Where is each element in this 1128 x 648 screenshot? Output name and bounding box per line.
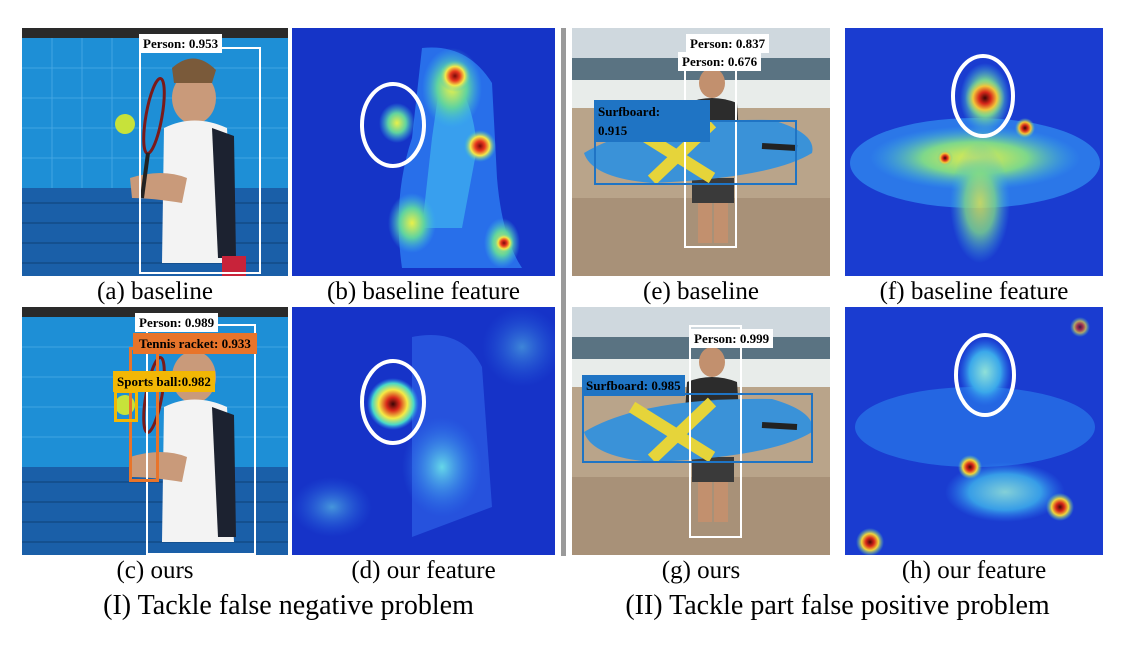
panel-f-baseline-feature-map (845, 28, 1103, 276)
panel-b-baseline-feature-map (292, 28, 555, 276)
detection-label: Person: 0.999 (690, 329, 774, 348)
heatmap-image (845, 307, 1103, 555)
section-caption-left: (I) Tackle false negative problem (103, 590, 474, 621)
heatmap-image (292, 28, 555, 276)
panel-e-baseline-image: Person: 0.837 Person: 0.676 Surfboard: 0… (572, 28, 830, 276)
detection-label: Person: 0.837 (686, 34, 770, 53)
detection-label: Person: 0.676 (678, 52, 762, 71)
sports-ball-bbox (114, 390, 138, 422)
heatmap-image (292, 307, 555, 555)
detection-label: Tennis racket: 0.933 (133, 333, 257, 354)
detection-label: Sports ball:0.982 (113, 371, 215, 392)
panel-caption-h: (h) our feature (901, 557, 1047, 584)
panel-caption-b: (b) baseline feature (327, 278, 520, 305)
detection-label: Surfboard: 0.915 (594, 100, 710, 142)
panel-c-ours-image: Person: 0.989 Tennis racket: 0.933 Sport… (22, 307, 288, 555)
panel-a-baseline-image: Person: 0.953 (22, 28, 288, 276)
detection-label: Person: 0.953 (139, 34, 223, 53)
panel-caption-f: (f) baseline feature (879, 278, 1069, 305)
panel-caption-g: (g) ours (661, 557, 741, 584)
panel-h-our-feature-map (845, 307, 1103, 555)
panel-g-ours-image: Person: 0.999 Surfboard: 0.985 (572, 307, 830, 555)
panel-caption-c: (c) ours (116, 557, 194, 584)
panel-d-our-feature-map (292, 307, 555, 555)
surfboard-bbox (582, 393, 813, 463)
panel-caption-d: (d) our feature (351, 557, 496, 584)
person-bbox (689, 325, 742, 538)
heatmap-image (845, 28, 1103, 276)
detection-label: Person: 0.989 (135, 313, 219, 332)
surf-scene-photo (572, 307, 830, 555)
detection-label: Surfboard: 0.985 (582, 375, 685, 396)
panel-caption-e: (e) baseline (643, 278, 759, 305)
person-bbox (146, 324, 256, 555)
section-caption-right: (II) Tackle part false positive problem (625, 590, 1050, 621)
tennis-scene-photo (22, 28, 288, 276)
panel-caption-a: (a) baseline (97, 278, 213, 305)
person-bbox (139, 47, 261, 274)
section-divider (561, 28, 566, 556)
